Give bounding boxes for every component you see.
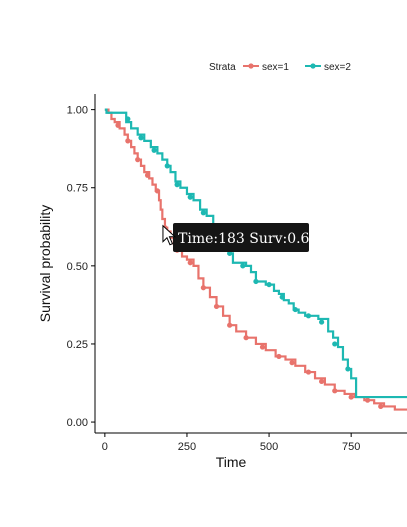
legend-items: sex=1 sex=2 bbox=[243, 62, 351, 73]
censor-marker-sex-2 bbox=[332, 341, 338, 347]
censor-marker-sex-1 bbox=[378, 403, 384, 410]
censor-marker-sex-2 bbox=[125, 116, 131, 122]
series-line-sex-1 bbox=[104, 108, 407, 411]
mouse-cursor-icon bbox=[162, 224, 177, 246]
x-tick-label: 750 bbox=[342, 441, 360, 453]
y-axis-title: Survival probability bbox=[37, 205, 53, 323]
y-tick-label: 0.75 bbox=[67, 183, 88, 195]
legend: Strata sex=1 sex=2 bbox=[209, 62, 351, 73]
x-axis-title: Time bbox=[216, 454, 247, 470]
x-tick-label: 500 bbox=[260, 441, 278, 453]
censor-marker-sex-2 bbox=[200, 210, 206, 216]
y-tick-label: 0.25 bbox=[67, 339, 88, 351]
censor-marker-sex-2 bbox=[319, 319, 325, 325]
censor-marker-sex-1 bbox=[154, 188, 160, 194]
legend-label-sex-2: sex=2 bbox=[324, 62, 351, 73]
censor-marker-sex-1 bbox=[115, 122, 121, 128]
censor-marker-sex-1 bbox=[213, 303, 220, 310]
censor-marker-sex-1 bbox=[243, 335, 249, 341]
censor-marker-sex-1 bbox=[259, 344, 266, 350]
censor-marker-sex-1 bbox=[289, 360, 295, 366]
censor-marker-sex-2 bbox=[279, 294, 285, 300]
censor-marker-sex-1 bbox=[319, 378, 325, 385]
censor-marker-sex-2 bbox=[138, 135, 144, 141]
tooltip: Time:183 Surv:0.622 bbox=[162, 223, 327, 252]
censor-marker-sex-2 bbox=[345, 366, 351, 372]
censor-marker-sex-1 bbox=[187, 260, 193, 266]
tooltip-text: Time:183 Surv:0.622 bbox=[178, 231, 327, 247]
y-tick-label: 0.50 bbox=[67, 261, 88, 273]
censor-marker-sex-1 bbox=[276, 353, 282, 360]
censor-marker-sex-2 bbox=[292, 306, 298, 313]
censor-marker-sex-2 bbox=[187, 194, 193, 200]
censor-marker-sex-1 bbox=[348, 394, 354, 400]
censor-marker-sex-1 bbox=[364, 397, 371, 403]
censor-marker-sex-1 bbox=[125, 138, 131, 144]
censor-marker-sex-1 bbox=[305, 369, 312, 375]
x-tick-label: 250 bbox=[178, 441, 196, 453]
series-layer bbox=[104, 108, 407, 411]
y-tick-label: 0.00 bbox=[67, 417, 88, 429]
censor-marker-sex-2 bbox=[227, 250, 233, 256]
censor-marker-sex-1 bbox=[227, 322, 233, 328]
legend-marker-sex-2 bbox=[310, 63, 316, 69]
tooltip-box bbox=[173, 223, 309, 252]
censor-marker-sex-1 bbox=[332, 388, 338, 394]
x-tick-label: 0 bbox=[102, 441, 108, 453]
legend-title: Strata bbox=[209, 62, 236, 73]
censor-marker-sex-1 bbox=[144, 172, 151, 178]
censor-marker-sex-2 bbox=[240, 263, 246, 269]
censor-marker-sex-1 bbox=[200, 285, 206, 291]
y-ticks: 0.00 0.25 0.50 0.75 1.00 bbox=[67, 105, 95, 429]
y-tick-label: 1.00 bbox=[67, 105, 88, 117]
censor-marker-sex-2 bbox=[151, 147, 157, 153]
censor-marker-sex-2 bbox=[253, 278, 259, 285]
censor-marker-sex-2 bbox=[266, 281, 272, 288]
censor-marker-sex-2 bbox=[174, 182, 180, 188]
censor-marker-sex-1 bbox=[135, 157, 141, 163]
censor-marker-sex-2 bbox=[164, 163, 170, 169]
x-ticks: 0 250 500 750 bbox=[102, 433, 360, 453]
legend-label-sex-1: sex=1 bbox=[262, 62, 289, 73]
series-line-sex-2 bbox=[104, 108, 407, 399]
axes: 0.00 0.25 0.50 0.75 1.00 0 250 500 750 bbox=[67, 94, 407, 453]
censor-marker-sex-2 bbox=[305, 313, 312, 319]
legend-marker-sex-1 bbox=[248, 63, 254, 69]
